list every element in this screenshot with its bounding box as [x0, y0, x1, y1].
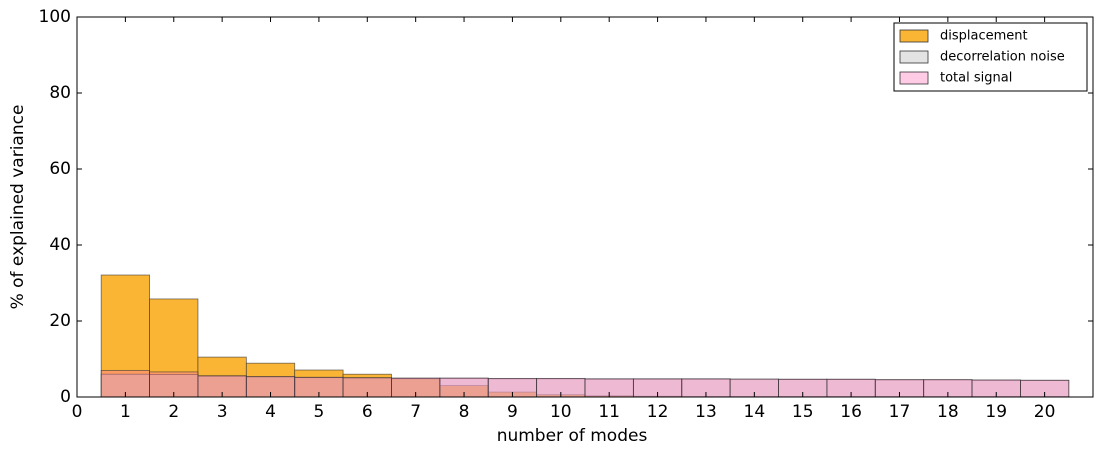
x-tick-label: 1: [120, 402, 131, 422]
legend-label: total signal: [940, 71, 1012, 86]
x-tick-label: 4: [265, 402, 276, 422]
x-axis-label: number of modes: [497, 426, 648, 446]
legend-label: displacement: [940, 29, 1028, 44]
x-tick-label: 11: [598, 402, 620, 422]
bar: [100, 369, 150, 398]
legend-swatch: [899, 71, 929, 85]
legend-swatch: [899, 50, 929, 64]
x-tick-label: 10: [550, 402, 572, 422]
legend-swatch: [899, 29, 929, 43]
x-tick-label: 12: [647, 402, 669, 422]
x-tick-label: 17: [889, 402, 911, 422]
x-tick-label: 2: [168, 402, 179, 422]
x-tick-label: 19: [985, 402, 1007, 422]
y-tick-label: 20: [49, 311, 71, 331]
x-tick-label: 5: [313, 402, 324, 422]
x-tick-label: 14: [744, 402, 766, 422]
y-tick-label: 40: [49, 235, 71, 255]
x-tick-label: 18: [937, 402, 959, 422]
x-tick-label: 13: [695, 402, 717, 422]
x-tick-label: 6: [362, 402, 373, 422]
x-tick-label: 0: [72, 402, 83, 422]
legend-label: decorrelation noise: [940, 50, 1065, 65]
x-tick-label: 3: [217, 402, 228, 422]
y-tick-label: 0: [60, 387, 71, 407]
y-tick-label: 80: [49, 83, 71, 103]
x-tick-label: 8: [459, 402, 470, 422]
x-tick-label: 16: [840, 402, 862, 422]
x-tick-label: 9: [507, 402, 518, 422]
plot-frame: [76, 16, 1094, 398]
y-axis-label: % of explained variance: [8, 105, 28, 310]
y-tick-label: 60: [49, 159, 71, 179]
y-tick-label: 100: [39, 7, 71, 27]
x-tick-label: 7: [410, 402, 421, 422]
x-tick-label: 15: [792, 402, 814, 422]
x-tick-label: 20: [1034, 402, 1056, 422]
